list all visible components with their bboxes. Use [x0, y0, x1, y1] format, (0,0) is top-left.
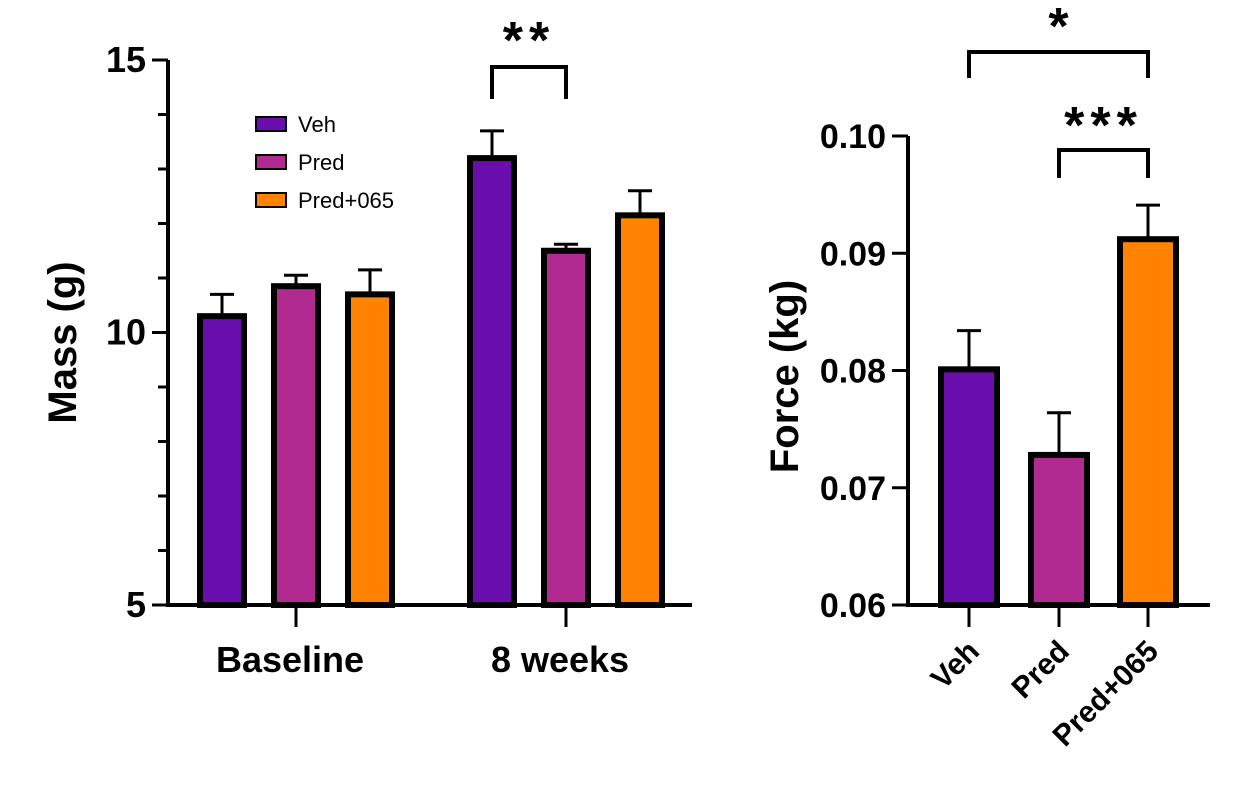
bar-veh-1: [467, 155, 517, 608]
y-tick-label: 0.07: [820, 470, 886, 508]
legend-label: Pred+065: [298, 188, 394, 213]
y-tick-label: 0.06: [820, 587, 886, 625]
y-tick-label: 0.10: [820, 118, 886, 156]
x-tick-label: 8 weeks: [491, 639, 629, 680]
bar-pred065-0: [345, 291, 395, 608]
x-tick-label: Pred: [1005, 635, 1076, 706]
bar-pred065: [1117, 236, 1179, 608]
y-tick-label: 10: [106, 312, 146, 353]
y-axis-label: Mass (g): [41, 261, 85, 423]
bar-veh: [938, 366, 1000, 609]
y-axis-label: Force (kg): [763, 280, 807, 473]
significance-bracket: [490, 65, 568, 99]
x-tick-label: Veh: [925, 635, 986, 696]
y-tick-label: 15: [106, 39, 146, 80]
significance-bracket-pred-pred065: [1057, 148, 1150, 178]
significance-label: *: [1048, 0, 1069, 56]
y-tick-label: 5: [126, 584, 146, 625]
bar-pred-1: [541, 247, 591, 608]
y-tick-label: 0.08: [820, 353, 886, 391]
legend-swatch-pred065: [255, 192, 287, 208]
significance-label: **: [503, 12, 555, 70]
x-tick-label: Baseline: [216, 639, 364, 680]
legend-label: Veh: [298, 112, 336, 137]
bar-veh-0: [197, 313, 247, 608]
bar-pred-0: [271, 283, 321, 608]
y-tick-label: 0.09: [820, 235, 886, 273]
legend-swatch-pred: [255, 154, 287, 170]
mass-chart: 5 10 15 Mass (g) Baseline 8 weeks Veh Pred Pred+…: [41, 12, 692, 680]
significance-label: ***: [1064, 97, 1143, 155]
legend-label: Pred: [298, 150, 344, 175]
significance-bracket-veh-pred065: [967, 50, 1150, 78]
bar-pred065-1: [615, 212, 665, 608]
bar-pred: [1028, 451, 1090, 609]
legend-swatch-veh: [255, 116, 287, 132]
